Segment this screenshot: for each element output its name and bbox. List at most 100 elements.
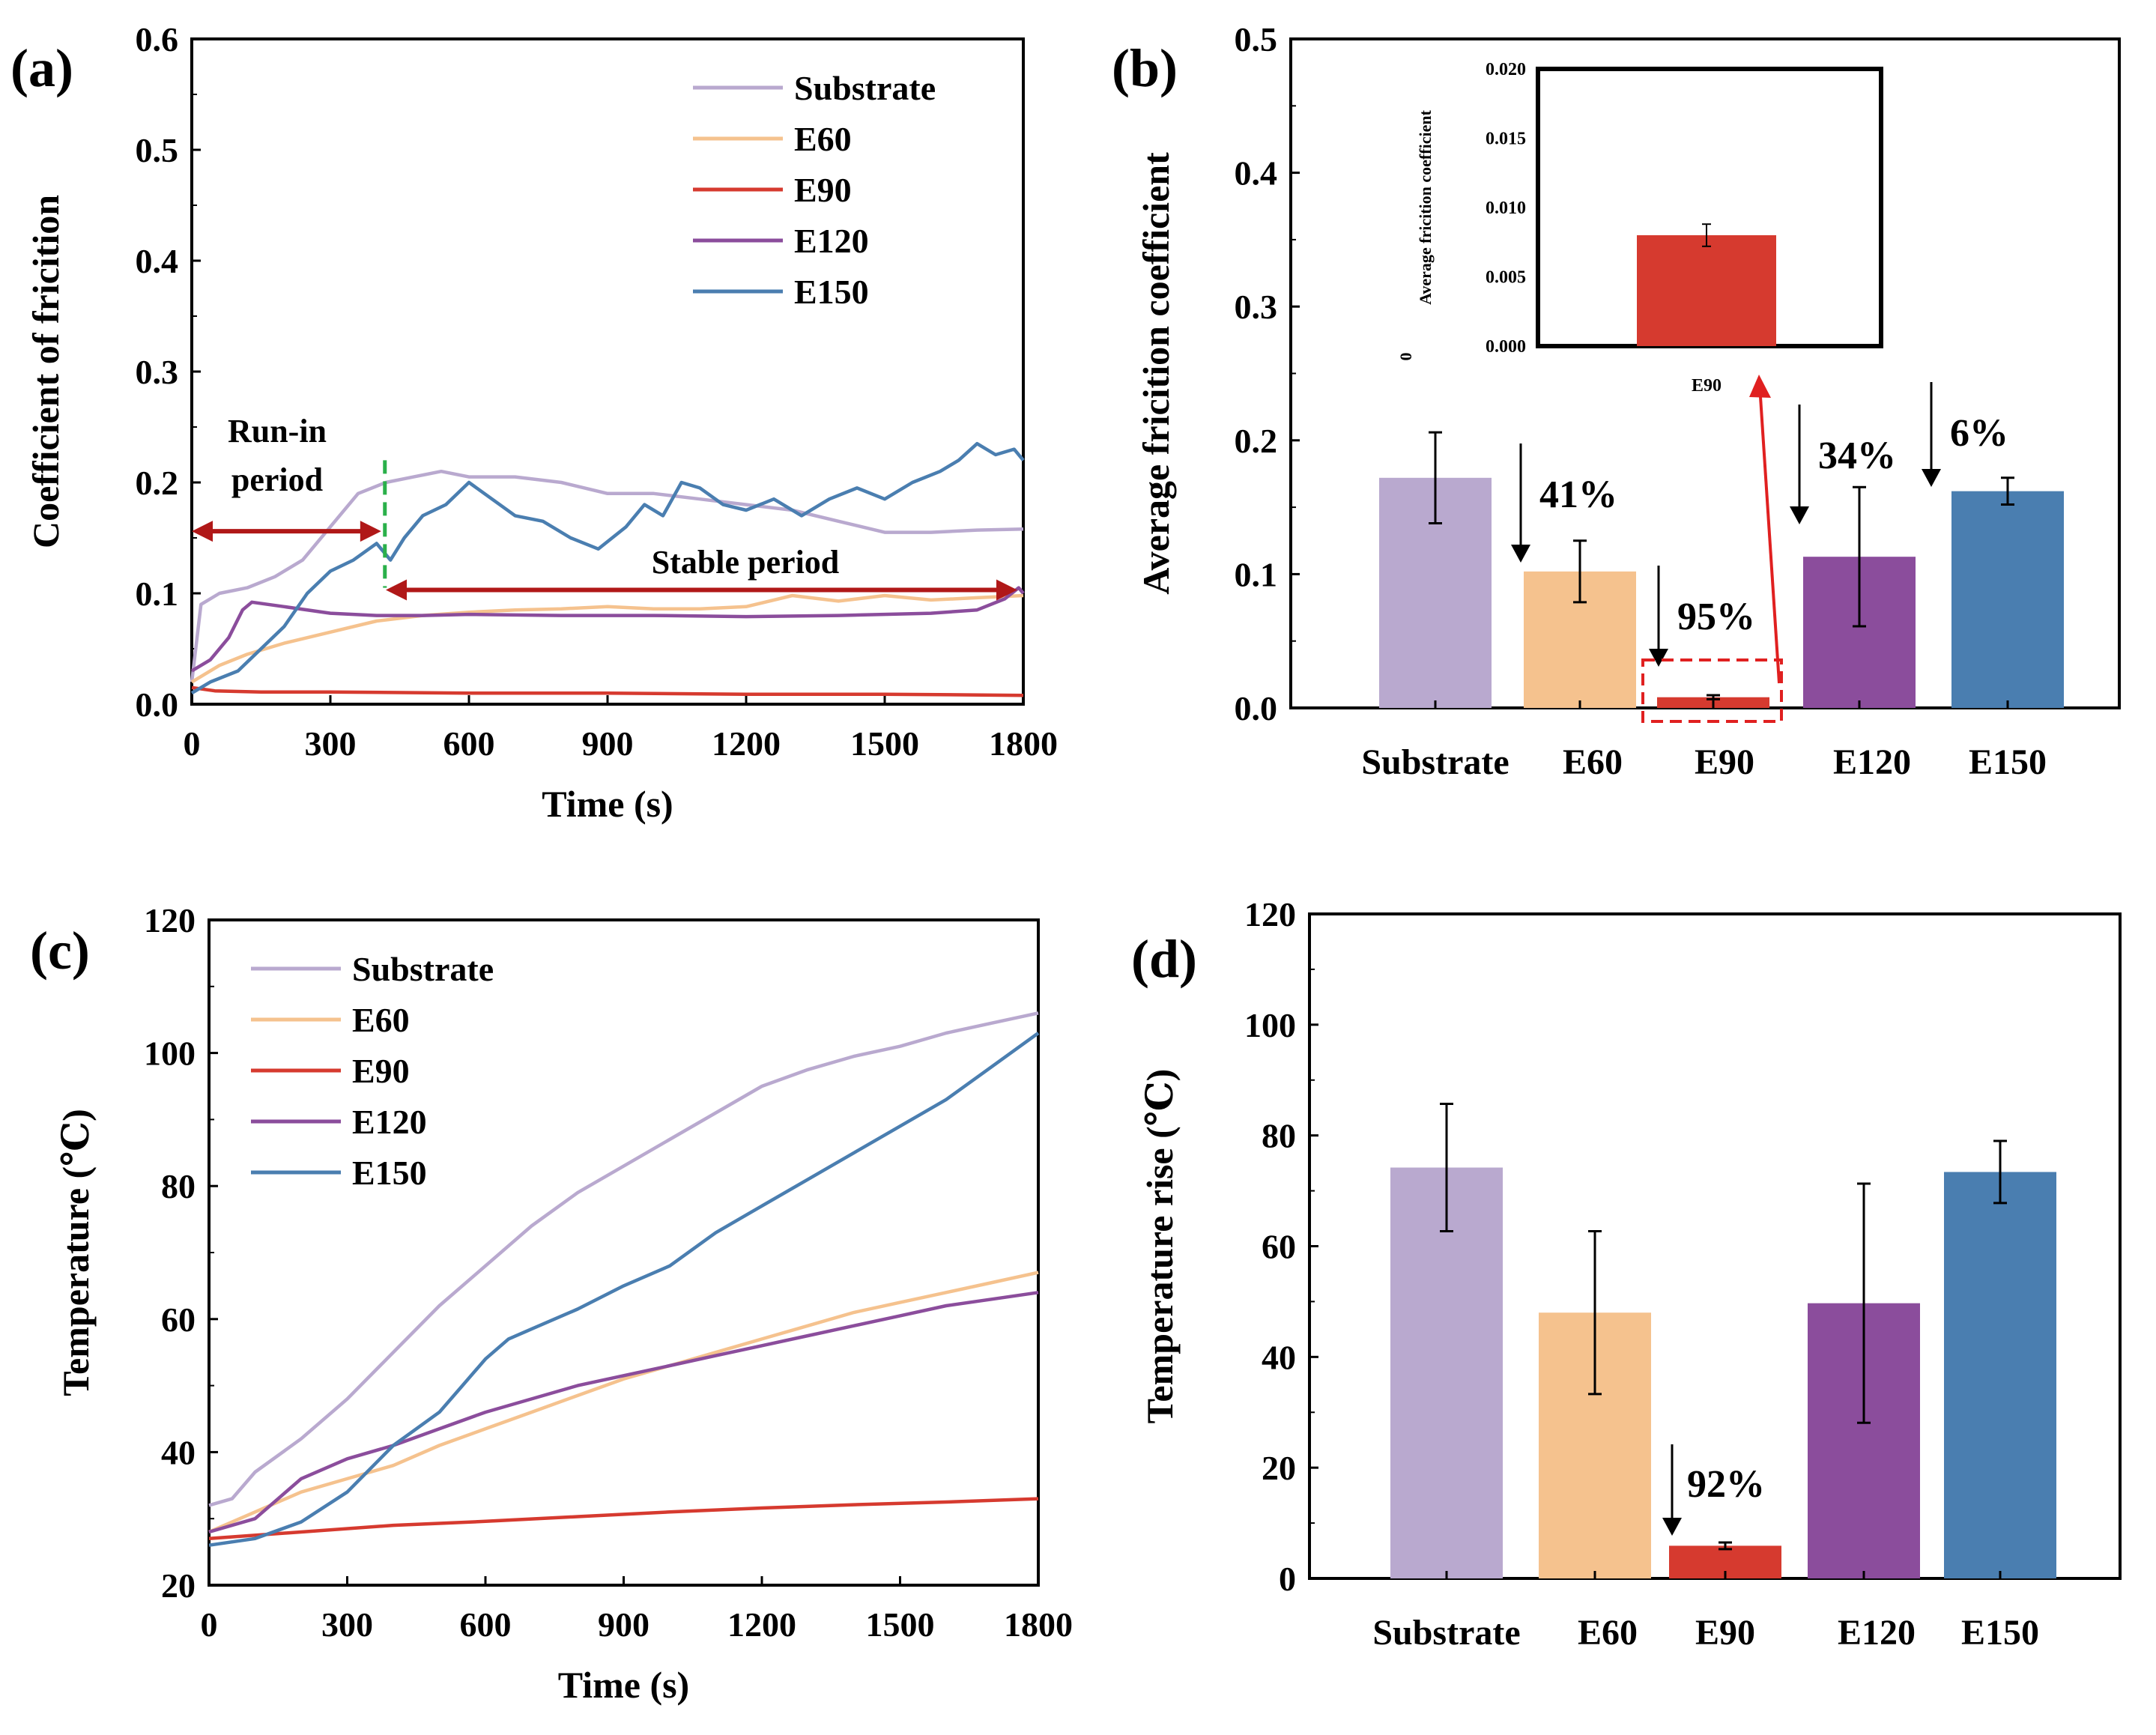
y-tick-label: 0.3: [136, 353, 179, 391]
x-tick-label: 0: [184, 724, 201, 763]
legend-label-e90: E90: [794, 171, 852, 209]
x-tick-label: 600: [443, 724, 495, 763]
annotation-stable-period: Stable period: [652, 544, 840, 581]
legend-label-e90: E90: [352, 1052, 410, 1090]
y-tick-label: 80: [161, 1167, 196, 1205]
legend-label-e150: E150: [352, 1154, 427, 1192]
series-line-e90: [191, 685, 1024, 697]
y-tick-label: 20: [1262, 1449, 1296, 1487]
x-axis-label: Time (s): [542, 783, 673, 825]
series-line-substrate: [190, 469, 1024, 682]
reduction-label-e60: 41%: [1539, 473, 1617, 516]
panel-a-friction-time-chart: 0.0 0.1 0.2 0.3 0.4 0.5 0.6 0 300 600 900 1200 1500 1…: [10, 20, 1058, 825]
y-axis-label: Average fricition coefficient: [1135, 152, 1177, 595]
y-axis-label: Coefficient of fricition: [25, 195, 67, 548]
inset-y-tick-label: 0.020: [1486, 60, 1526, 79]
x-tick-label: 1800: [989, 724, 1058, 763]
y-tick-label: 60: [161, 1301, 196, 1339]
panel-label: (a): [10, 38, 73, 98]
legend-label-e60: E60: [352, 1001, 410, 1039]
x-category-label: E120: [1838, 1613, 1916, 1653]
x-category-label: E150: [1969, 742, 2047, 782]
inset-pointer-arrow: [1759, 396, 1781, 684]
x-tick-label: 1500: [866, 1605, 935, 1644]
legend-label-e60: E60: [794, 120, 852, 158]
x-category-label: Substrate: [1361, 742, 1509, 782]
x-tick-label: 1200: [712, 724, 781, 763]
series-line-e90: [208, 1497, 1039, 1541]
y-tick-label: 0.4: [1235, 154, 1278, 193]
bar-e150: [1951, 491, 2064, 708]
x-category-label: E120: [1833, 742, 1911, 782]
reduction-label-e120: 34%: [1818, 434, 1896, 477]
x-tick-label: 1200: [727, 1605, 796, 1644]
stable-arrow-head-right: [996, 579, 1017, 601]
series-line-e150: [208, 1032, 1040, 1547]
reduction-label-e150: 6%: [1950, 412, 2008, 455]
y-tick-label: 0.0: [136, 685, 179, 724]
y-tick-label: 20: [161, 1566, 196, 1605]
series-line-e60: [208, 1271, 1039, 1534]
reduction-arrow-head: [1662, 1518, 1682, 1536]
reduction-arrow-head: [1790, 506, 1809, 524]
bar-substrate: [1390, 1167, 1503, 1578]
y-axis-label: Temperature rise (℃): [1139, 1069, 1181, 1424]
x-axis-label: Time (s): [558, 1664, 689, 1706]
highlight-box-e90: [1641, 658, 1783, 723]
x-tick-label: 300: [305, 724, 357, 763]
y-tick-label: 0.4: [136, 242, 179, 280]
inset-y-tick-label: 0.000: [1486, 337, 1526, 357]
inset-x-category-label: E90: [1692, 376, 1722, 396]
x-category-label: E150: [1961, 1613, 2039, 1653]
annotation-run-in: Run-in: [228, 413, 327, 449]
y-tick-label: 0.0: [1235, 689, 1278, 727]
panel-label: (c): [30, 921, 90, 981]
panel-label: (b): [1112, 38, 1178, 98]
reduction-arrow-head: [1922, 469, 1941, 487]
series-line-substrate: [208, 1011, 1039, 1507]
y-tick-label: 0.3: [1235, 288, 1278, 326]
x-tick-label: 1500: [850, 724, 919, 763]
y-tick-label: 0.2: [1235, 422, 1278, 460]
inset-y-tick-label: 0.015: [1486, 130, 1526, 149]
panel-label: (d): [1131, 929, 1197, 989]
y-tick-label: 40: [1262, 1338, 1296, 1376]
y-tick-label: 40: [161, 1433, 196, 1471]
y-tick-label: 0.5: [136, 131, 179, 169]
series-line-e120: [190, 586, 1025, 673]
inset-y-tick-label: 0.005: [1486, 268, 1526, 288]
x-tick-label: 600: [460, 1605, 512, 1644]
y-tick-label: 60: [1262, 1228, 1296, 1266]
x-tick-label: 0: [201, 1605, 218, 1644]
inset-y-axis-label: Average fricition coefficient: [1416, 109, 1435, 304]
plot-frame: [190, 37, 1025, 706]
inset-pointer-arrow-head: [1749, 375, 1771, 398]
series-line-e60: [190, 593, 1024, 684]
x-tick-label: 1800: [1004, 1605, 1073, 1644]
y-tick-label: 120: [1244, 895, 1296, 933]
run-in-arrow-head-right: [360, 521, 381, 542]
x-category-label: E60: [1563, 742, 1623, 782]
reduction-arrow-head: [1511, 545, 1530, 563]
y-tick-label: 0: [1279, 1560, 1296, 1598]
y-tick-label: 100: [1244, 1006, 1296, 1044]
series-line-e120: [208, 1291, 1039, 1534]
x-category-label: Substrate: [1372, 1613, 1520, 1653]
y-tick-label: 0.5: [1235, 20, 1278, 58]
y-tick-label: 120: [144, 901, 196, 939]
legend-label-substrate: Substrate: [352, 950, 494, 988]
bar-e150: [1944, 1172, 2056, 1578]
inset-y-tick-label: 0.010: [1486, 199, 1526, 218]
panel-b-average-friction-bar-chart: 0.0 0.1 0.2 0.3 0.4 0.5 Substrate E60 E90 E120 E15…: [1112, 20, 2121, 782]
reduction-arrow-head: [1649, 649, 1668, 667]
x-tick-label: 300: [321, 1605, 373, 1644]
x-category-label: E90: [1695, 742, 1754, 782]
legend-label-e120: E120: [794, 222, 869, 260]
run-in-arrow-head-left: [192, 521, 213, 542]
legend-label-e150: E150: [794, 273, 869, 311]
y-axis-label: Temperature (℃): [55, 1109, 97, 1396]
y-tick-label: 0.1: [136, 575, 179, 613]
x-tick-label: 900: [598, 1605, 649, 1644]
